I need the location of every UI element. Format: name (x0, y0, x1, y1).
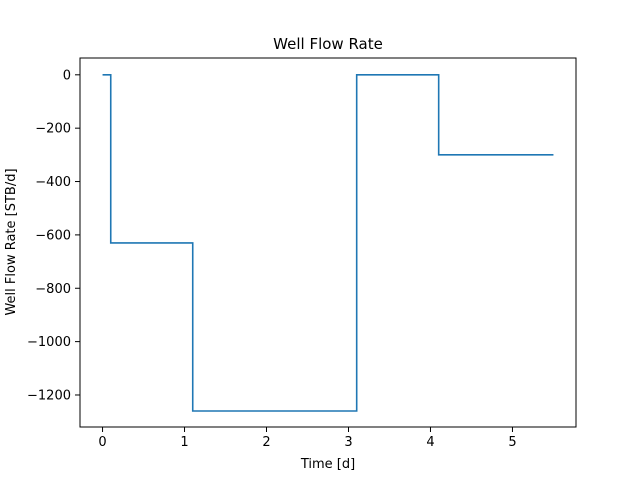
x-axis: 0 1 2 3 4 5 (98, 427, 517, 450)
x-tick-label: 1 (180, 435, 188, 450)
y-tick-label: 0 (63, 68, 71, 83)
y-axis-label: Well Flow Rate [STB/d] (4, 168, 19, 315)
y-tick-label: −400 (35, 175, 71, 190)
y-tick-label: −200 (35, 122, 71, 137)
plot-frame (79, 57, 577, 428)
x-tick-label: 0 (98, 435, 106, 450)
x-tick-label: 2 (262, 435, 270, 450)
flow-rate-line (102, 74, 554, 412)
x-tick-label: 3 (344, 435, 352, 450)
x-tick-label: 4 (426, 435, 434, 450)
x-tick-label: 5 (508, 435, 516, 450)
y-tick-label: −1000 (27, 335, 71, 350)
y-tick-label: −600 (35, 228, 71, 243)
y-axis: 0 −200 −400 −600 −800 −1000 −1200 (27, 68, 80, 403)
y-tick-label: −1200 (27, 388, 71, 403)
series-layer (102, 74, 554, 412)
chart-title: Well Flow Rate (273, 35, 383, 53)
x-axis-label: Time [d] (300, 457, 355, 472)
y-tick-label: −800 (35, 282, 71, 297)
